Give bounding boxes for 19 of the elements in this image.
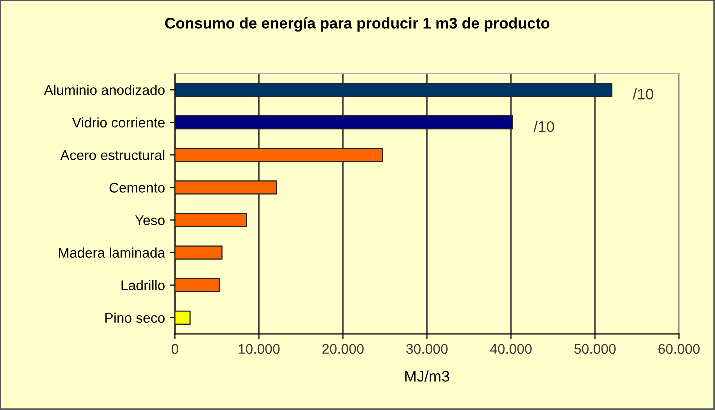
x-tick-label: 20.000 xyxy=(322,344,364,354)
x-tick-label: 60.000 xyxy=(658,344,700,354)
y-tick-label: Vidrio corriente xyxy=(72,118,165,128)
chart-title: Consumo de energía para producir 1 m3 de producto xyxy=(165,17,550,32)
y-tick-label: Aluminio anodizado xyxy=(44,85,165,96)
x-tick-label: 0 xyxy=(172,344,178,354)
annotation: /10 xyxy=(632,88,654,100)
y-tick-label: Ladrillo xyxy=(122,280,165,291)
y-tick-label: Acero estructural xyxy=(60,150,165,160)
y-tick-label: Cemento xyxy=(110,183,165,193)
x-tick-label: 10.000 xyxy=(239,344,280,354)
annotation: /10 xyxy=(534,121,554,132)
x-tick-label: 50.000 xyxy=(574,344,616,354)
y-tick-label: Pino seco xyxy=(106,312,165,324)
x-axis-title: MJ/m3 xyxy=(406,370,450,382)
x-tick-label: 40.000 xyxy=(490,344,532,354)
x-tick-label: 30.000 xyxy=(406,344,448,354)
y-tick-label: Yeso xyxy=(135,216,165,226)
y-tick-label: Madera laminada xyxy=(59,248,166,258)
